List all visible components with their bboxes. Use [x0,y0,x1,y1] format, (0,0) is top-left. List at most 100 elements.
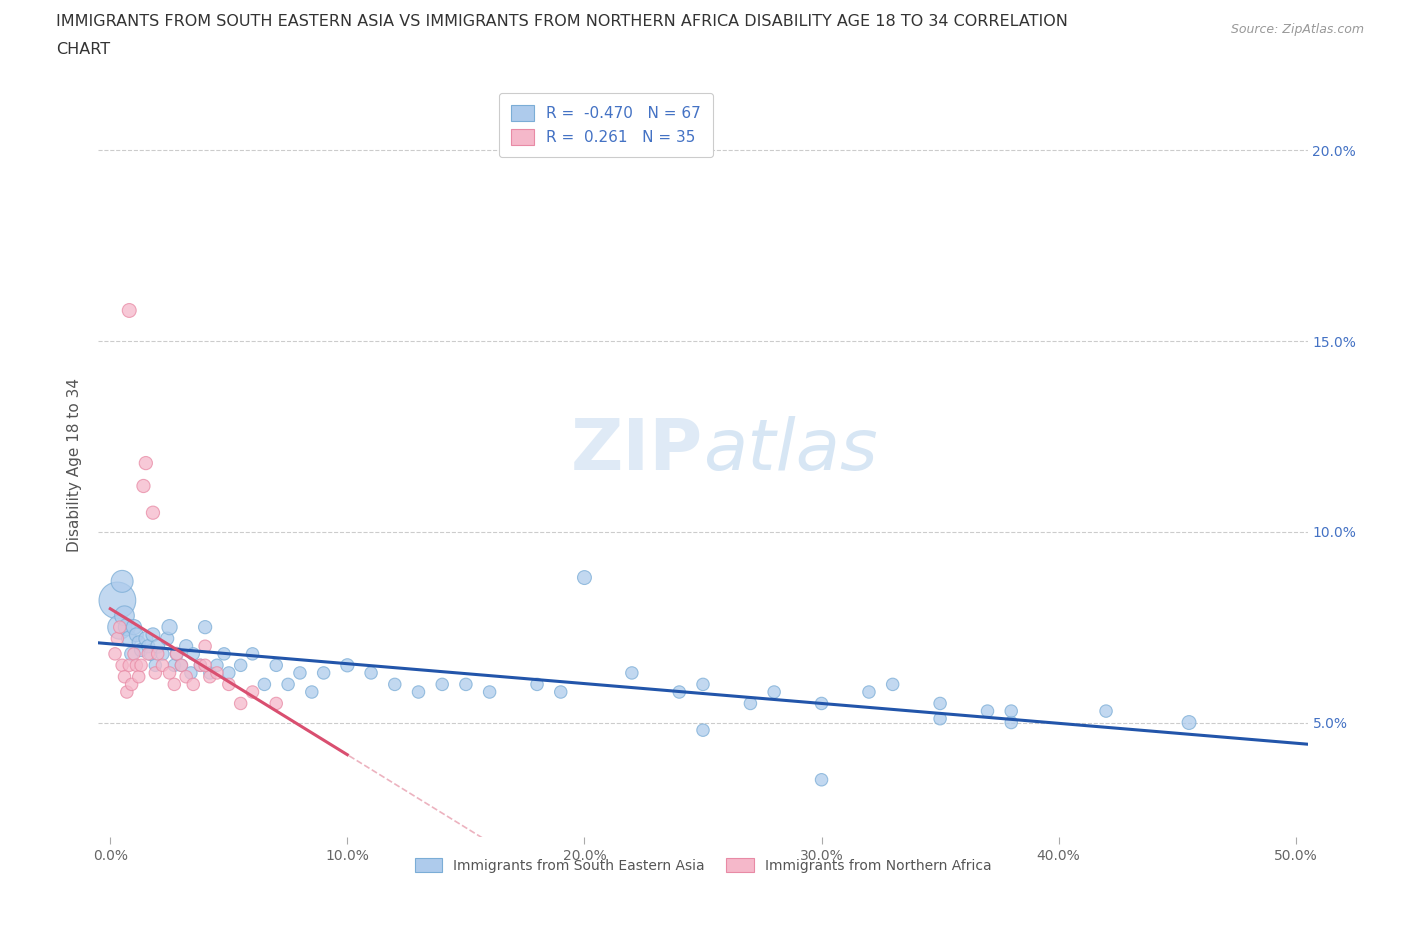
Point [692,723,714,737]
Point [288,666,311,681]
Point [218,666,240,681]
Point [170,658,193,672]
Point [194,639,217,654]
Text: atlas: atlas [703,416,877,485]
Point [174,639,197,654]
Point [194,619,217,634]
Point [526,677,548,692]
Point [142,628,165,643]
Point [205,666,228,681]
Point [620,666,643,681]
Point [159,619,181,634]
Text: IMMIGRANTS FROM SOUTH EASTERN ASIA VS IMMIGRANTS FROM NORTHERN AFRICA DISABILITY: IMMIGRANTS FROM SOUTH EASTERN ASIA VS IM… [56,14,1069,29]
Point [142,505,165,520]
Point [136,646,159,661]
Point [336,658,359,672]
Point [858,684,880,699]
Point [312,666,335,681]
Point [135,456,157,471]
Point [135,631,157,646]
Point [692,677,714,692]
Point [1095,704,1118,719]
Point [190,658,212,672]
Point [229,658,252,672]
Point [180,666,202,681]
Point [146,646,169,661]
Point [152,658,174,672]
Point [121,646,143,661]
Point [478,684,501,699]
Text: CHART: CHART [56,42,110,57]
Point [810,696,832,711]
Point [163,677,186,692]
Point [111,574,134,589]
Point [253,677,276,692]
Point [122,619,145,634]
Point [174,670,197,684]
Point [132,479,155,494]
Point [929,711,952,726]
Point [156,631,179,646]
Point [264,696,287,711]
Point [763,684,786,699]
Point [170,658,193,672]
Point [929,696,952,711]
Point [550,684,572,699]
Point [181,646,204,661]
Point [118,658,141,672]
Point [205,658,228,672]
Point [360,666,382,681]
Point [129,643,152,658]
Point [1000,715,1022,730]
Point [277,677,299,692]
Point [229,696,252,711]
Point [301,684,323,699]
Point [159,666,181,681]
Point [108,619,131,634]
Point [408,684,430,699]
Point [143,658,166,672]
Point [114,670,136,684]
Point [198,670,221,684]
Point [143,666,166,681]
Point [668,684,690,699]
Point [105,593,128,608]
Point [122,646,145,661]
Point [139,646,162,661]
Point [740,696,762,711]
Point [212,646,235,661]
Point [574,570,596,585]
Point [125,628,148,643]
Y-axis label: Disability Age 18 to 34: Disability Age 18 to 34 [67,378,83,552]
Text: Source: ZipAtlas.com: Source: ZipAtlas.com [1230,23,1364,36]
Point [198,666,221,681]
Text: ZIP: ZIP [571,416,703,485]
Point [882,677,904,692]
Point [146,639,169,654]
Point [166,646,188,661]
Point [118,631,141,646]
Point [242,646,264,661]
Point [136,639,159,654]
Point [152,646,174,661]
Point [454,677,477,692]
Point [115,619,138,634]
Point [190,658,212,672]
Point [105,631,128,646]
Point [115,684,138,699]
Point [125,658,148,672]
Point [384,677,406,692]
Point [104,646,127,661]
Point [810,772,832,787]
Point [111,658,134,672]
Point [108,619,131,634]
Point [194,658,217,672]
Point [114,608,136,623]
Point [218,677,240,692]
Point [121,677,143,692]
Point [128,670,150,684]
Point [118,303,141,318]
Point [976,704,998,719]
Point [264,658,287,672]
Point [1000,704,1022,719]
